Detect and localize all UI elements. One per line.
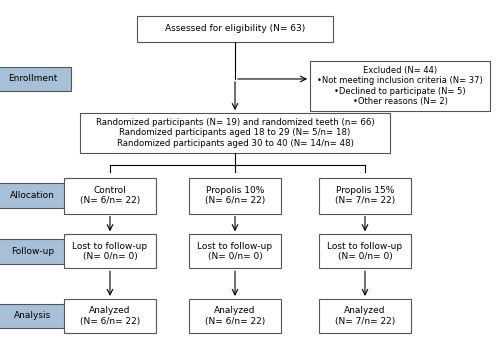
Text: Enrollment: Enrollment xyxy=(8,74,57,84)
FancyBboxPatch shape xyxy=(80,113,390,153)
FancyBboxPatch shape xyxy=(319,178,411,214)
FancyBboxPatch shape xyxy=(188,234,281,269)
Text: Lost to follow-up
(N= 0/n= 0): Lost to follow-up (N= 0/n= 0) xyxy=(328,242,402,261)
Text: Randomized participants (N= 19) and randomized teeth (n= 66)
Randomized particip: Randomized participants (N= 19) and rand… xyxy=(96,118,374,148)
Text: Analysis: Analysis xyxy=(14,311,51,321)
Text: Propolis 15%
(N= 7/n= 22): Propolis 15% (N= 7/n= 22) xyxy=(335,186,395,205)
Text: Analyzed
(N= 7/n= 22): Analyzed (N= 7/n= 22) xyxy=(335,306,395,326)
FancyBboxPatch shape xyxy=(64,234,156,269)
Text: Allocation: Allocation xyxy=(10,191,55,200)
FancyBboxPatch shape xyxy=(310,61,490,111)
Text: Lost to follow-up
(N= 0/n= 0): Lost to follow-up (N= 0/n= 0) xyxy=(198,242,272,261)
Text: Analyzed
(N= 6/n= 22): Analyzed (N= 6/n= 22) xyxy=(80,306,140,326)
Text: Propolis 10%
(N= 6/n= 22): Propolis 10% (N= 6/n= 22) xyxy=(205,186,265,205)
Text: Control
(N= 6/n= 22): Control (N= 6/n= 22) xyxy=(80,186,140,205)
Text: Lost to follow-up
(N= 0/n= 0): Lost to follow-up (N= 0/n= 0) xyxy=(72,242,148,261)
FancyBboxPatch shape xyxy=(0,183,68,208)
Text: Excluded (N= 44)
•Not meeting inclusion criteria (N= 37)
•Declined to participat: Excluded (N= 44) •Not meeting inclusion … xyxy=(317,66,483,106)
FancyBboxPatch shape xyxy=(188,178,281,214)
FancyBboxPatch shape xyxy=(319,299,411,333)
FancyBboxPatch shape xyxy=(64,178,156,214)
FancyBboxPatch shape xyxy=(0,304,68,328)
FancyBboxPatch shape xyxy=(0,67,72,91)
Text: Follow-up: Follow-up xyxy=(11,247,54,256)
Text: Assessed for eligibility (N= 63): Assessed for eligibility (N= 63) xyxy=(165,24,305,33)
Text: Analyzed
(N= 6/n= 22): Analyzed (N= 6/n= 22) xyxy=(205,306,265,326)
FancyBboxPatch shape xyxy=(138,16,332,42)
FancyBboxPatch shape xyxy=(0,239,68,264)
FancyBboxPatch shape xyxy=(188,299,281,333)
FancyBboxPatch shape xyxy=(64,299,156,333)
FancyBboxPatch shape xyxy=(319,234,411,269)
